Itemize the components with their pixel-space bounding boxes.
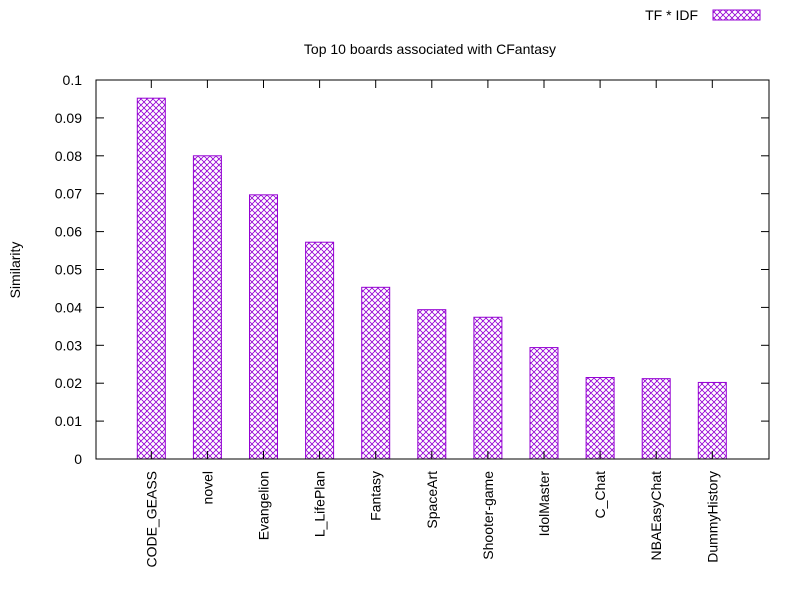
- x-tick-label: C_Chat: [592, 471, 608, 519]
- x-tick-label: Evangelion: [256, 471, 272, 540]
- x-axis: CODE_GEASS novel Evangelion L_LifePlan Fanta…: [143, 80, 720, 567]
- x-tick-label: Fantasy: [368, 471, 384, 521]
- bars: [136, 97, 727, 460]
- y-axis: 0 0.01 0.02 0.03 0.04 0.05 0.06 0.07 0.08 0.09 0.1: [55, 72, 769, 467]
- legend-swatch: [712, 9, 761, 21]
- y-tick-label: 0.08: [55, 148, 82, 164]
- bar: [641, 378, 671, 460]
- y-tick-label: 0.06: [55, 224, 82, 240]
- y-axis-label: Similarity: [7, 242, 23, 299]
- x-tick-label: novel: [199, 471, 215, 504]
- y-tick-label: 0.05: [55, 262, 82, 278]
- legend: TF * IDF: [645, 7, 761, 23]
- y-tick-label: 0.09: [55, 110, 82, 126]
- x-tick-label: IdolMaster: [536, 471, 552, 537]
- bar: [473, 316, 503, 460]
- chart-title: Top 10 boards associated with CFantasy: [304, 41, 556, 57]
- bar: [192, 155, 222, 460]
- x-tick-label: NBAEasyChat: [648, 471, 664, 561]
- y-tick-label: 0.03: [55, 337, 82, 353]
- x-tick-label: DummyHistory: [704, 471, 720, 563]
- bar: [249, 194, 278, 460]
- bar: [305, 241, 335, 460]
- x-tick-label: L_LifePlan: [312, 471, 328, 537]
- x-tick-label: CODE_GEASS: [143, 471, 159, 567]
- bar: [417, 309, 447, 460]
- bar: [585, 377, 615, 460]
- y-tick-label: 0.01: [55, 413, 82, 429]
- y-tick-label: 0.1: [63, 72, 83, 88]
- y-tick-label: 0.07: [55, 186, 82, 202]
- y-tick-label: 0.02: [55, 375, 82, 391]
- bar: [136, 97, 166, 460]
- bar: [697, 381, 727, 460]
- plot-frame: [95, 79, 770, 460]
- bar: [529, 347, 559, 460]
- y-tick-label: 0: [74, 451, 82, 467]
- x-tick-label: Shooter-game: [480, 471, 496, 560]
- legend-label: TF * IDF: [645, 7, 698, 23]
- y-tick-label: 0.04: [55, 299, 82, 315]
- bar: [361, 286, 391, 460]
- x-tick-label: SpaceArt: [424, 471, 440, 529]
